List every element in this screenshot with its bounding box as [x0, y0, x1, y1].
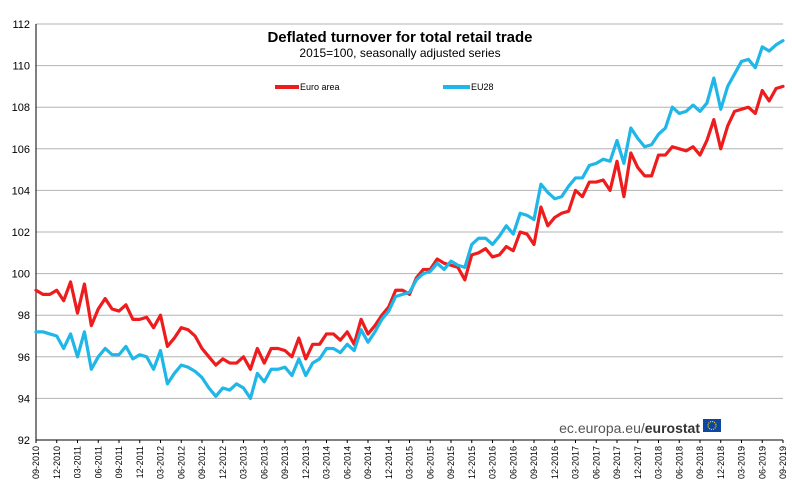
x-tick-label: 03-2013 [239, 446, 249, 479]
x-tick-label: 12-2010 [52, 446, 62, 479]
x-tick-label: 06-2014 [342, 446, 352, 479]
gridlines [36, 23, 783, 399]
x-tick-label: 12-2017 [633, 446, 643, 479]
source-brand: eurostat [645, 420, 701, 436]
y-tick-label: 96 [18, 352, 30, 364]
x-tick-label: 03-2014 [322, 446, 332, 479]
chart-subtitle: 2015=100, seasonally adjusted series [299, 46, 500, 60]
x-tick-label: 03-2017 [571, 446, 581, 479]
x-tick-label: 06-2011 [93, 446, 103, 478]
series-line-eu28 [34, 39, 785, 400]
x-tick-label: 09-2013 [280, 446, 290, 479]
legend-label-eu28: EU28 [471, 82, 494, 92]
y-tick-label: 102 [12, 227, 30, 239]
source-text: ec.europa.eu/eurostat [559, 420, 700, 436]
y-tick-label: 94 [18, 393, 30, 405]
source-credit: ec.europa.eu/eurostat [559, 419, 721, 436]
x-tick-label: 03-2012 [156, 446, 166, 479]
y-tick-label: 98 [18, 310, 30, 322]
x-tick-label: 12-2012 [218, 446, 228, 479]
x-tick-label: 06-2016 [508, 446, 518, 479]
legend-label-euro-area: Euro area [300, 82, 340, 92]
x-tick-label: 09-2010 [31, 446, 41, 479]
x-tick-label: 12-2013 [301, 446, 311, 479]
y-axis-ticks: 92 94 96 98 100 102 104 106 108 110 112 [12, 19, 30, 447]
x-tick-label: 06-2017 [591, 446, 601, 479]
y-tick-label: 110 [12, 61, 30, 73]
x-tick-label: 06-2018 [674, 446, 684, 479]
chart-title: Deflated turnover for total retail trade [267, 29, 532, 46]
x-tick-label: 09-2015 [446, 446, 456, 479]
x-tick-label: 03-2016 [488, 446, 498, 479]
eu-flag-icon [703, 419, 721, 432]
x-tick-label: 12-2014 [384, 446, 394, 479]
series-line-euro-area [34, 84, 785, 371]
x-tick-label: 09-2011 [114, 446, 124, 478]
y-tick-label: 108 [12, 102, 30, 114]
x-tick-label: 12-2016 [550, 446, 560, 479]
x-tick-label: 09-2018 [695, 446, 705, 479]
y-tick-label: 112 [12, 19, 30, 31]
x-tick-label: 09-2017 [612, 446, 622, 479]
source-prefix: ec.europa.eu/ [559, 420, 645, 436]
y-tick-label: 106 [12, 144, 30, 156]
x-tick-label: 03-2019 [737, 446, 747, 479]
x-tick-label: 03-2011 [73, 446, 83, 478]
x-tick-label: 09-2012 [197, 446, 207, 479]
y-tick-label: 100 [12, 269, 30, 281]
x-tick-label: 03-2015 [405, 446, 415, 479]
x-tick-label: 12-2018 [716, 446, 726, 479]
x-tick-label: 09-2014 [363, 446, 373, 479]
x-axis-ticks: 09-2010 12-2010 03-2011 06-2011 09-2011 12-20… [31, 440, 788, 479]
eu-flag-stars [707, 420, 717, 431]
x-tick-label: 12-2015 [467, 446, 477, 479]
x-tick-label: 06-2013 [259, 446, 269, 479]
y-tick-label: 104 [12, 185, 30, 197]
eu-flag-background [703, 419, 721, 432]
x-tick-label: 12-2011 [135, 446, 145, 478]
x-tick-label: 06-2015 [425, 446, 435, 479]
x-tick-label: 09-2019 [778, 446, 788, 479]
x-tick-label: 06-2012 [176, 446, 186, 479]
x-tick-label: 09-2016 [529, 446, 539, 479]
axes [35, 24, 783, 441]
series-lines [34, 39, 785, 400]
legend: Euro area EU28 [275, 82, 494, 92]
y-tick-label: 92 [18, 435, 30, 447]
x-tick-label: 03-2018 [654, 446, 664, 479]
x-tick-label: 06-2019 [757, 446, 767, 479]
